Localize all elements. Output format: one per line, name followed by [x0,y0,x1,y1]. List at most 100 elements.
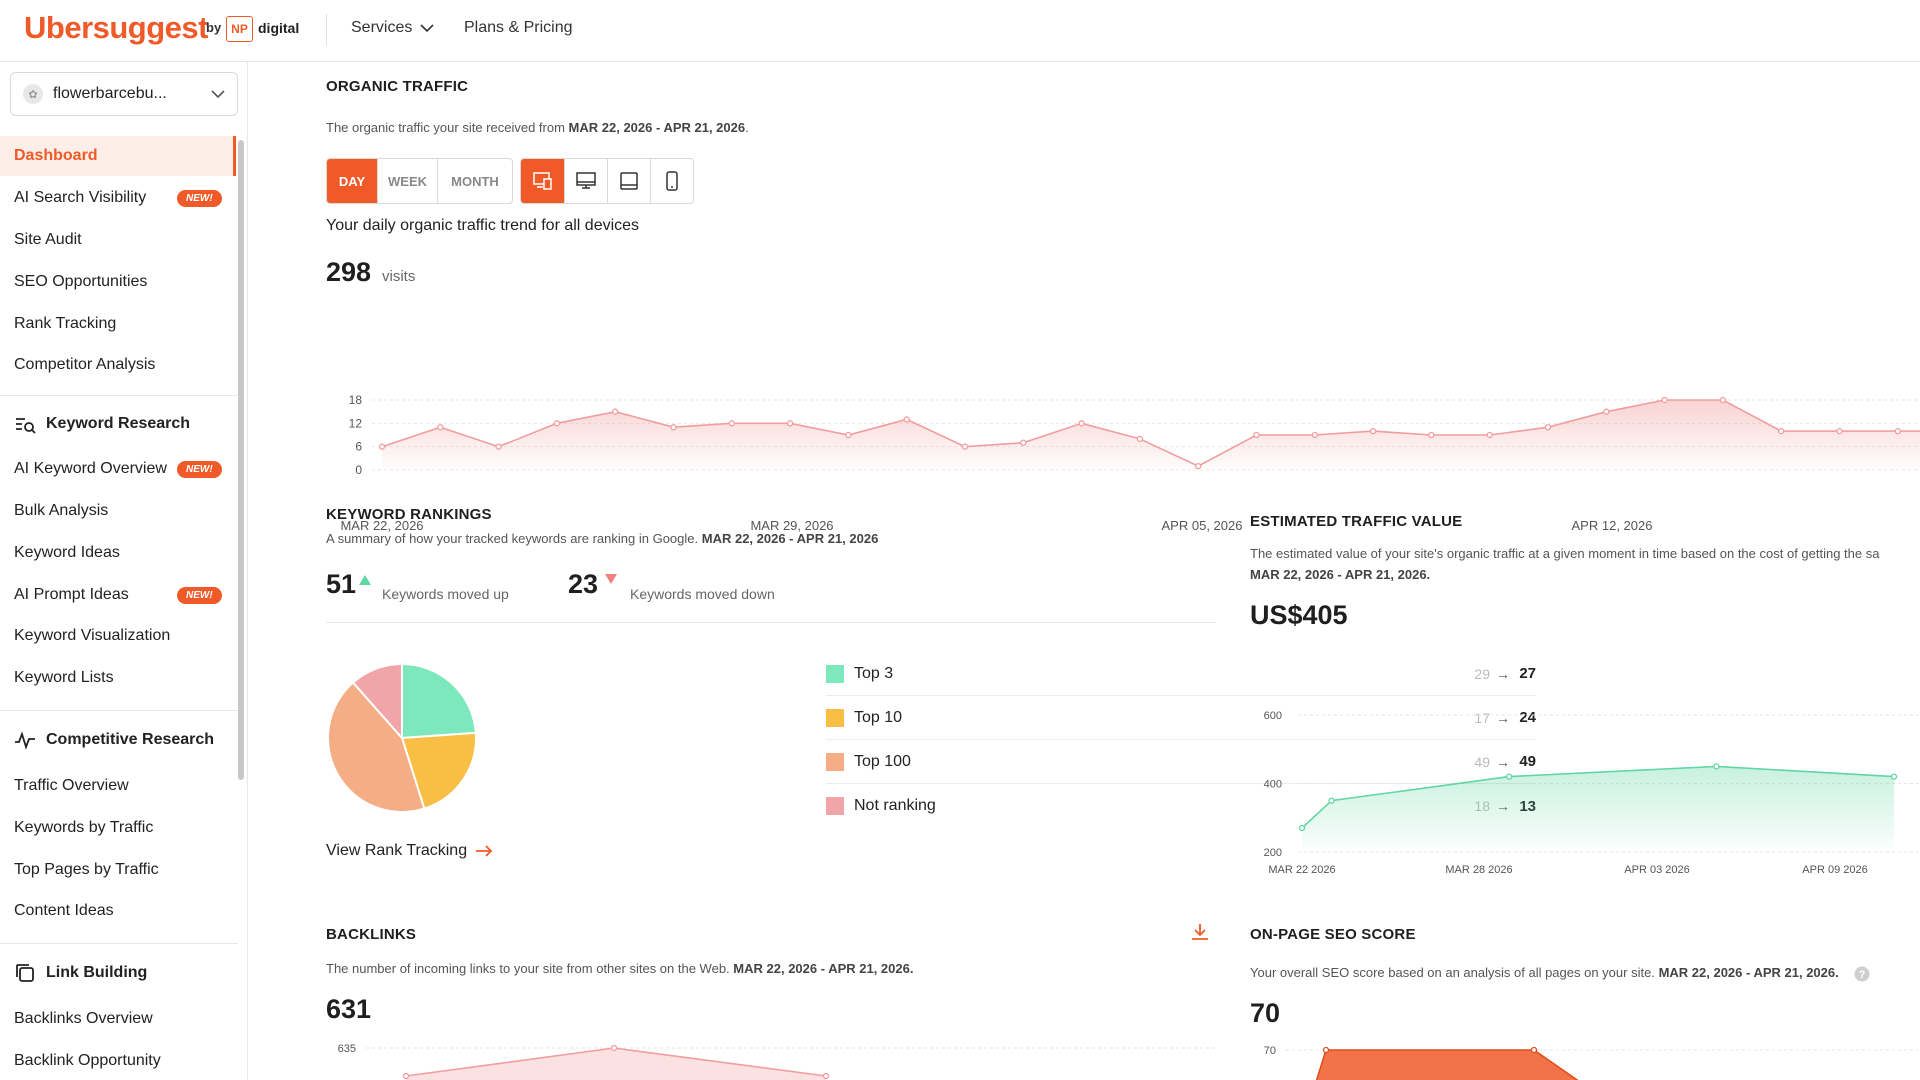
y-tick-label: 400 [1264,779,1282,791]
sidebar-item-content-ideas[interactable]: Content Ideas [0,891,236,931]
data-point [1195,462,1202,470]
sidebar-item-keywords-by-traffic[interactable]: Keywords by Traffic [0,808,236,848]
data-point [961,443,969,450]
sidebar-item-ai-search-visibility[interactable]: AI Search Visibility NEW! [0,178,236,218]
mobile-tab[interactable] [651,159,693,203]
legend-to-value: 27 [1519,665,1536,682]
x-tick-label: APR 12, 2026 [1572,518,1653,533]
data-point [610,1044,618,1052]
section-competitive-research[interactable]: Competitive Research [14,722,214,758]
section-title: Competitive Research [46,731,215,748]
data-point [845,431,852,439]
x-tick-label: MAR 22 2026 [1268,864,1335,876]
svg-text:?: ? [1859,969,1866,981]
sidebar-item-bulk-analysis[interactable]: Bulk Analysis [0,491,236,531]
sidebar-scrollbar[interactable] [238,140,244,780]
sidebar-divider [0,943,238,944]
pie-slice [400,731,477,810]
sidebar-item-keyword-ideas[interactable]: Keyword Ideas [0,533,236,573]
header-divider [326,14,327,46]
sidebar-item-dashboard[interactable]: Dashboard [0,136,236,176]
np-logo: NP [226,16,253,42]
y-tick-label: 70 [1264,1045,1276,1057]
sidebar-item-seo-opportunities[interactable]: SEO Opportunities [0,262,236,302]
data-point [1506,773,1513,780]
sidebar-item-label: Traffic Overview [14,777,129,794]
site-selector[interactable]: ✿ flowerbarcebu... [10,72,238,116]
sidebar-item-label: Top Pages by Traffic [14,861,159,878]
all-devices-tab[interactable] [521,159,565,203]
keywords-up-label: Keywords moved up [382,586,509,602]
sidebar-item-keyword-visualization[interactable]: Keyword Visualization [0,616,236,656]
nav-services[interactable]: Services [351,19,434,37]
backlinks-desc: The number of incoming links to your sit… [326,961,914,976]
help-icon[interactable]: ? [1854,966,1870,982]
download-icon[interactable] [1190,922,1210,942]
section-link-building[interactable]: Link Building [14,955,147,991]
new-badge: NEW! [177,460,222,478]
sidebar-item-backlink-opportunity[interactable]: Backlink Opportunity [0,1041,236,1080]
data-point [1778,427,1785,435]
nav-plans-pricing[interactable]: Plans & Pricing [464,19,573,36]
rankings-divider [326,622,1216,623]
site-name: flowerbarcebu... [53,85,167,102]
tablet-tab[interactable] [608,159,651,203]
x-tick-label: MAR 22, 2026 [340,518,423,533]
y-tick-label: 600 [1264,710,1282,722]
organic-date-range: MAR 22, 2026 - APR 21, 2026 [568,120,746,135]
sidebar-item-ai-prompt-ideas[interactable]: AI Prompt Ideas NEW! [0,575,236,615]
period-tabs: DAY WEEK MONTH [326,158,513,204]
keyword-rankings-desc: A summary of how your tracked keywords a… [326,531,879,546]
legend-name: Top 10 [854,708,903,726]
sidebar-item-label: Keyword Lists [14,669,114,686]
chevron-down-icon [420,24,434,33]
legend-to-value: 24 [1519,709,1536,726]
sidebar-item-rank-tracking[interactable]: Rank Tracking [0,304,236,344]
tab-week[interactable]: WEEK [378,159,438,203]
desktop-tab[interactable] [565,159,608,203]
sidebar-item-backlinks-overview[interactable]: Backlinks Overview [0,999,236,1039]
view-rank-tracking-link[interactable]: View Rank Tracking [326,842,493,860]
series-line [1315,1049,1579,1080]
keywords-down-count: 23 [568,569,599,599]
section-keyword-research[interactable]: Keyword Research [14,406,190,442]
sidebar-item-keyword-lists[interactable]: Keyword Lists [0,658,236,698]
organic-visits-count: 298 [326,257,372,287]
backlinks-title: BACKLINKS [326,926,417,943]
sidebar-item-label: Rank Tracking [14,315,117,332]
sidebar-item-ai-keyword-overview[interactable]: AI Keyword Overview NEW! [0,449,236,489]
traffic-value-title: ESTIMATED TRAFFIC VALUE [1250,513,1463,530]
traffic-value-date-range: MAR 22, 2026 - APR 21, 2026. [1250,567,1431,582]
ubersuggest-logo[interactable]: Ubersuggest [24,10,208,45]
legend-swatch [826,708,844,727]
traffic-value-desc: The estimated value of your site's organ… [1250,546,1880,561]
device-tabs [520,158,694,204]
rankings-date-range: MAR 22, 2026 - APR 21, 2026 [701,531,879,546]
data-point [1136,435,1144,443]
link-label: View Rank Tracking [326,842,468,859]
sidebar-item-competitor-analysis[interactable]: Competitor Analysis [0,345,236,385]
legend-to-value: 49 [1519,753,1536,770]
data-point [1530,1046,1538,1054]
x-tick-label: APR 05, 2026 [1162,518,1243,533]
new-badge: NEW! [177,189,222,207]
sidebar-item-label: AI Prompt Ideas [14,586,129,603]
traffic-value-amount: US$405 [1250,600,1348,630]
legend-row-top-100: Top 100 49 → 49 [826,740,1536,784]
onpage-date-range: MAR 22, 2026 - APR 21, 2026. [1658,965,1839,980]
data-point [1661,396,1668,404]
sidebar-item-site-audit[interactable]: Site Audit [0,220,236,260]
tab-month[interactable]: MONTH [451,173,499,189]
new-badge: NEW! [177,586,222,604]
data-point [437,424,444,431]
sidebar-item-traffic-overview[interactable]: Traffic Overview [0,766,236,806]
logo-by-text: by [206,20,222,35]
legend-arrow: → [1496,709,1510,726]
sidebar-item-top-pages-by-traffic[interactable]: Top Pages by Traffic [0,850,236,890]
data-point [822,1072,830,1080]
legend-from-value: 29 [1474,665,1490,682]
tab-day[interactable]: DAY [327,159,378,203]
data-point [1719,396,1727,404]
keyword-search-icon [16,418,36,434]
y-tick-label: 0 [355,463,362,477]
